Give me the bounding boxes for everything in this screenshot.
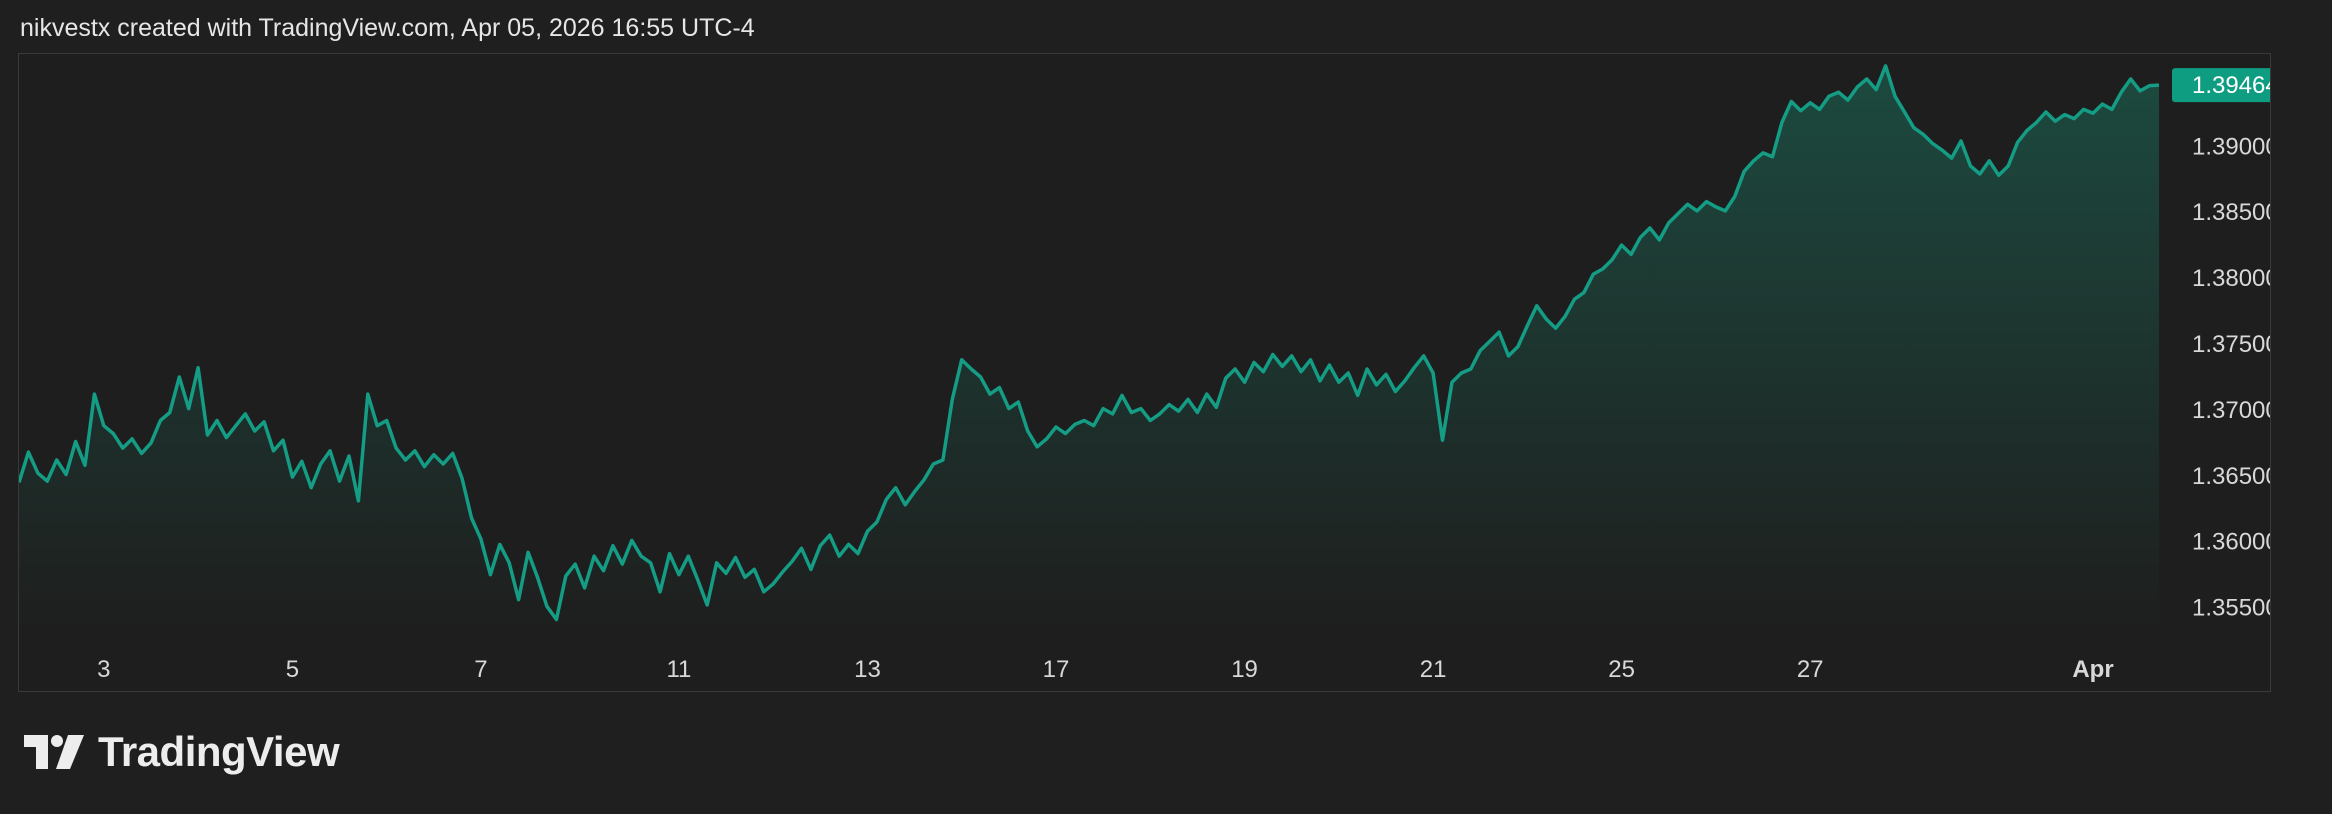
x-tick-label: 5 xyxy=(286,656,299,683)
y-tick-label: 1.39000 xyxy=(2192,133,2270,160)
brand[interactable]: TradingView xyxy=(24,728,340,776)
y-tick-label: 1.36500 xyxy=(2192,463,2270,490)
y-tick-label: 1.35500 xyxy=(2192,595,2270,622)
x-tick-label: 25 xyxy=(1608,656,1635,683)
tradingview-logo-icon xyxy=(24,735,84,769)
x-tick-label: 27 xyxy=(1797,656,1824,683)
y-tick-label: 1.37000 xyxy=(2192,397,2270,424)
price-chart[interactable]: 1.39000 1.38500 1.38000 1.37500 1.37000 1.365… xyxy=(19,54,2270,691)
x-tick-label: 19 xyxy=(1231,656,1258,683)
y-tick-label: 1.38000 xyxy=(2192,265,2270,292)
y-tick-label: 1.38500 xyxy=(2192,199,2270,226)
chart-caption: nikvestx created with TradingView.com, A… xyxy=(20,14,755,42)
x-tick-label: 3 xyxy=(97,656,110,683)
x-tick-label: 13 xyxy=(854,656,881,683)
time-axis[interactable]: 35711131719212527Apr3 xyxy=(97,656,2270,683)
y-tick-label: 1.36000 xyxy=(2192,529,2270,556)
chart-frame: 1.39000 1.38500 1.38000 1.37500 1.37000 1.365… xyxy=(18,53,2271,692)
price-area-fill xyxy=(19,65,2159,634)
x-tick-label: 7 xyxy=(474,656,487,683)
y-tick-label: 1.37500 xyxy=(2192,331,2270,358)
brand-name: TradingView xyxy=(98,728,340,775)
price-line[interactable] xyxy=(19,64,2160,622)
x-tick-label: 17 xyxy=(1043,656,1070,683)
x-tick-label: 21 xyxy=(1420,656,1447,683)
x-tick-label: 11 xyxy=(666,656,691,683)
plot-area xyxy=(19,64,2160,634)
last-price-label: 1.39464 xyxy=(2192,72,2270,99)
price-axis[interactable]: 1.39000 1.38500 1.38000 1.37500 1.37000 1.365… xyxy=(2172,68,2270,622)
last-price-tag[interactable] xyxy=(2172,68,2270,103)
x-tick-label: Apr xyxy=(2072,656,2113,683)
